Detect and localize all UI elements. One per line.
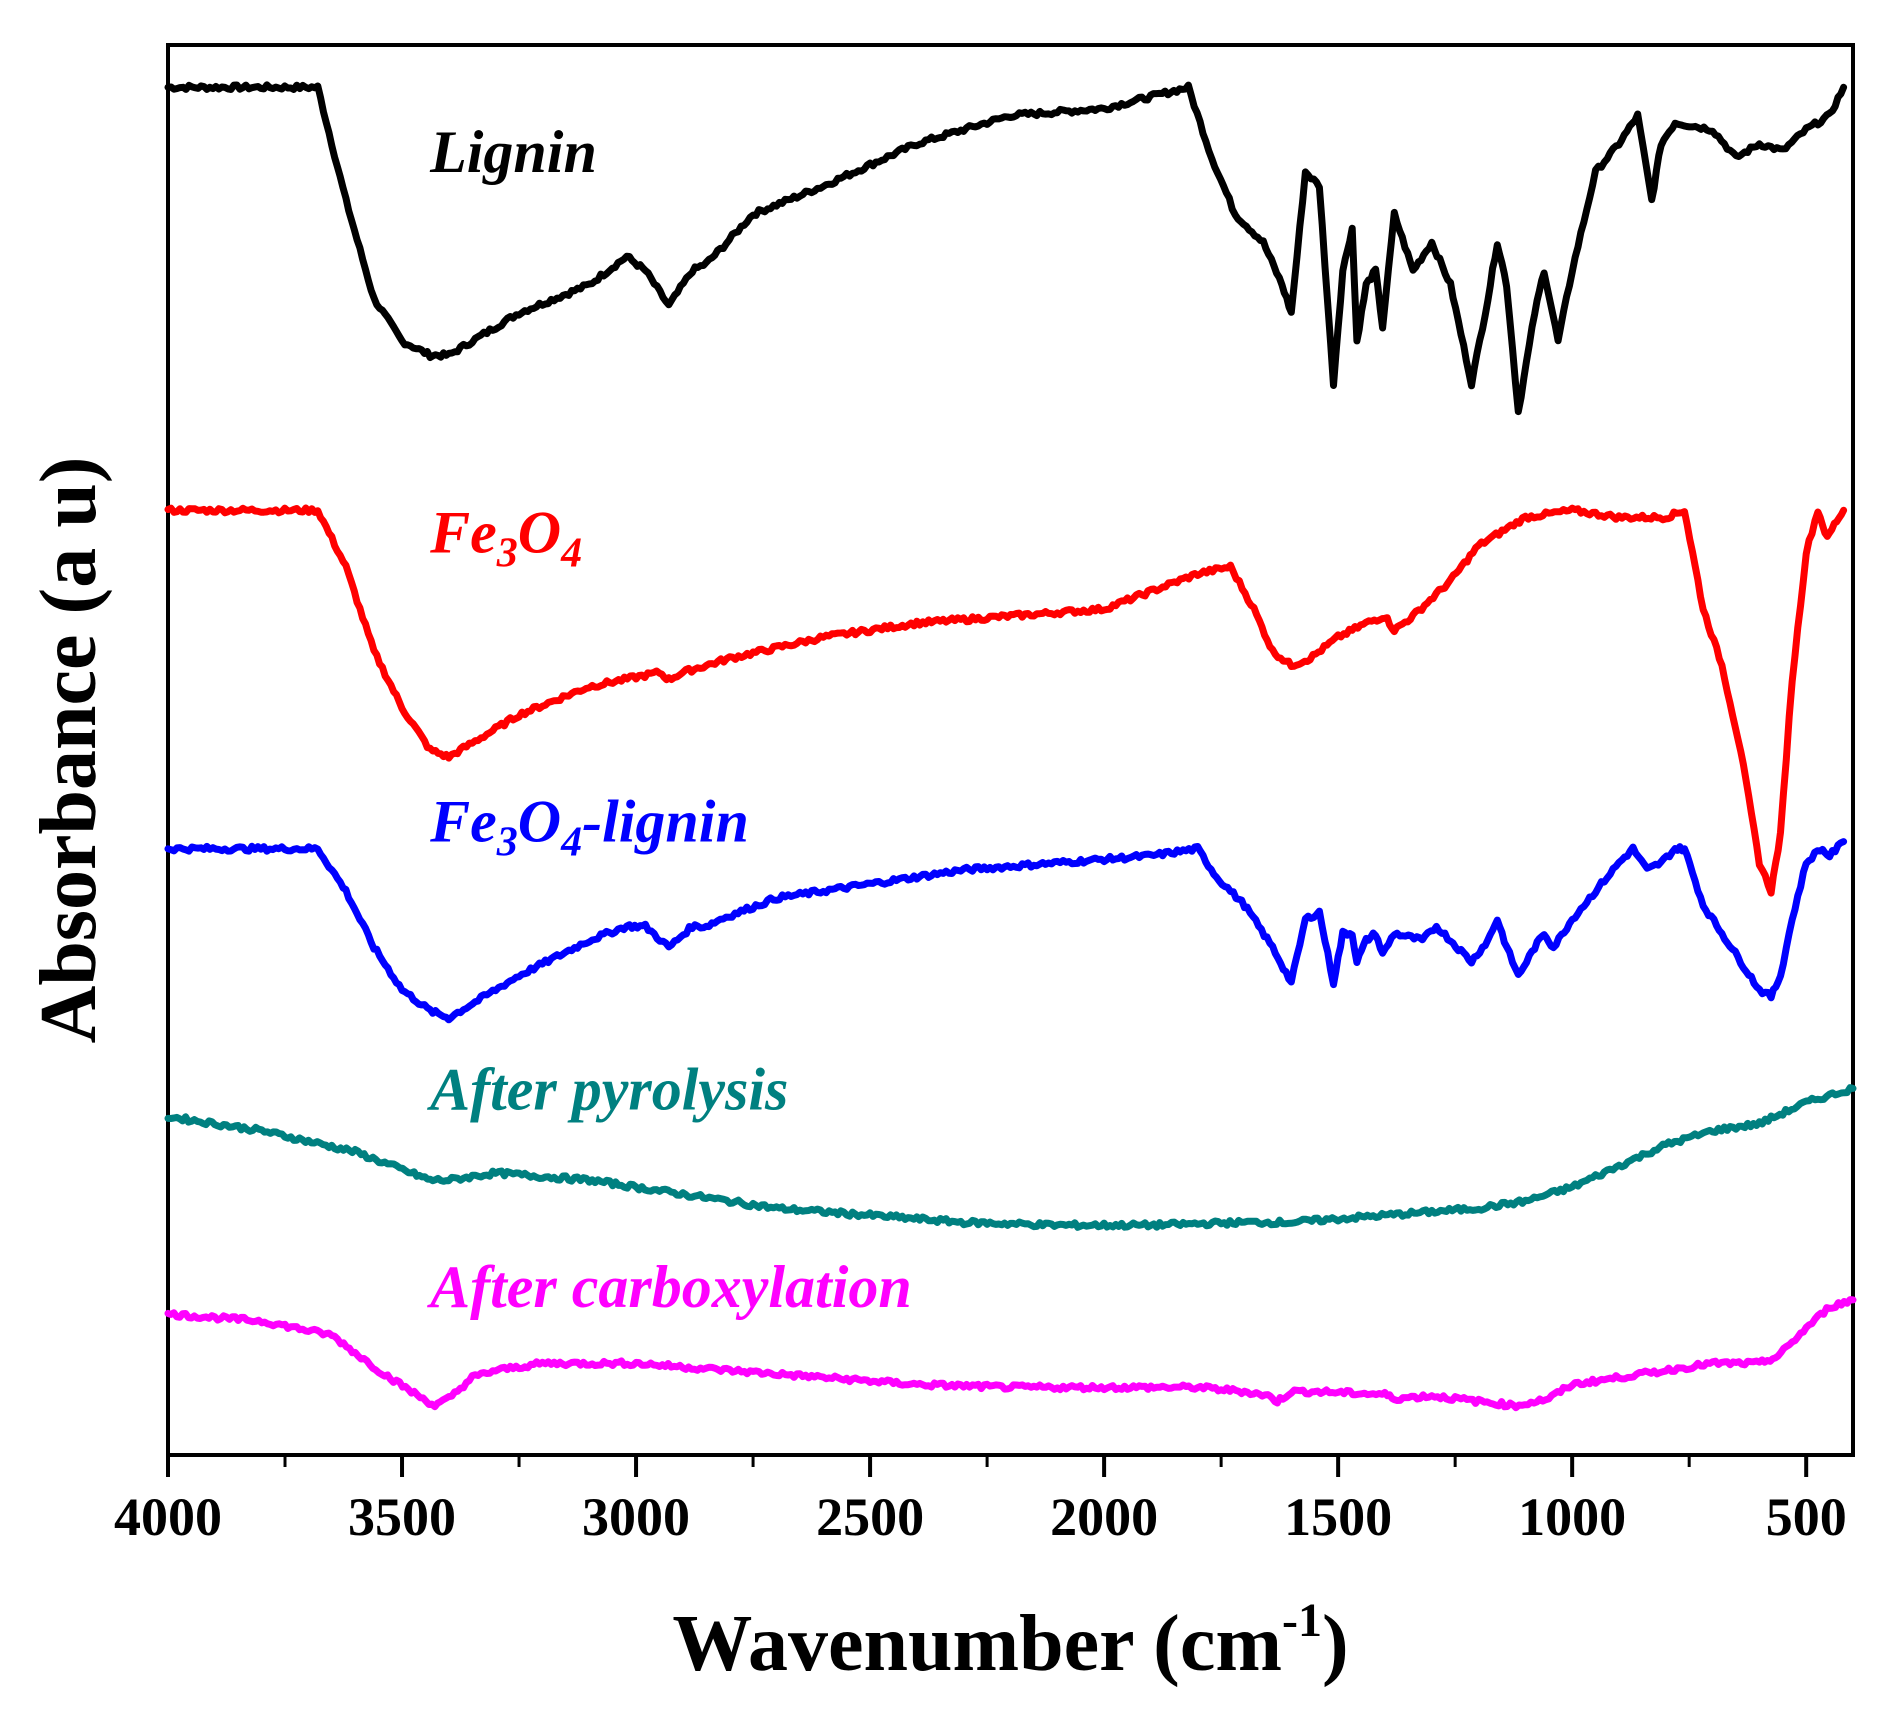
series-label: Fe3O4 <box>429 500 582 577</box>
x-tick-label: 2500 <box>816 1487 924 1547</box>
trace-lignin <box>164 81 1848 416</box>
trace-fe3o4 <box>164 504 1848 897</box>
x-tick-label: 1000 <box>1518 1487 1626 1547</box>
trace-after-carboxylation <box>164 1296 1857 1412</box>
x-tick-label: 3500 <box>348 1487 456 1547</box>
y-axis-title: Absorbance (a u) <box>25 457 113 1044</box>
x-tick-label: 3000 <box>582 1487 690 1547</box>
trace-after-pyrolysis <box>164 1084 1857 1231</box>
spectra-traces <box>164 81 1857 1412</box>
x-tick-label: 4000 <box>114 1487 222 1547</box>
series-label: Fe3O4-lignin <box>429 789 749 866</box>
x-axis-title: Wavenumber (cm-1) <box>672 1594 1348 1688</box>
x-tick-label: 500 <box>1766 1487 1847 1547</box>
series-labels: Lignin Fe3O4 Fe3O4-lignin After pyrolysis Af… <box>426 119 912 1320</box>
plot-area <box>166 43 1855 1457</box>
series-label: After pyrolysis <box>426 1057 788 1123</box>
series-label: Lignin <box>429 119 597 185</box>
x-axis-ticks: 4000 3500 3000 2500 2000 1500 1000 500 <box>114 1455 1847 1547</box>
plot-frame <box>166 43 1855 1457</box>
series-label: After carboxylation <box>426 1254 912 1320</box>
x-tick-label: 2000 <box>1050 1487 1158 1547</box>
x-tick-label: 1500 <box>1284 1487 1392 1547</box>
trace-fe3o4-lignin <box>164 838 1848 1024</box>
